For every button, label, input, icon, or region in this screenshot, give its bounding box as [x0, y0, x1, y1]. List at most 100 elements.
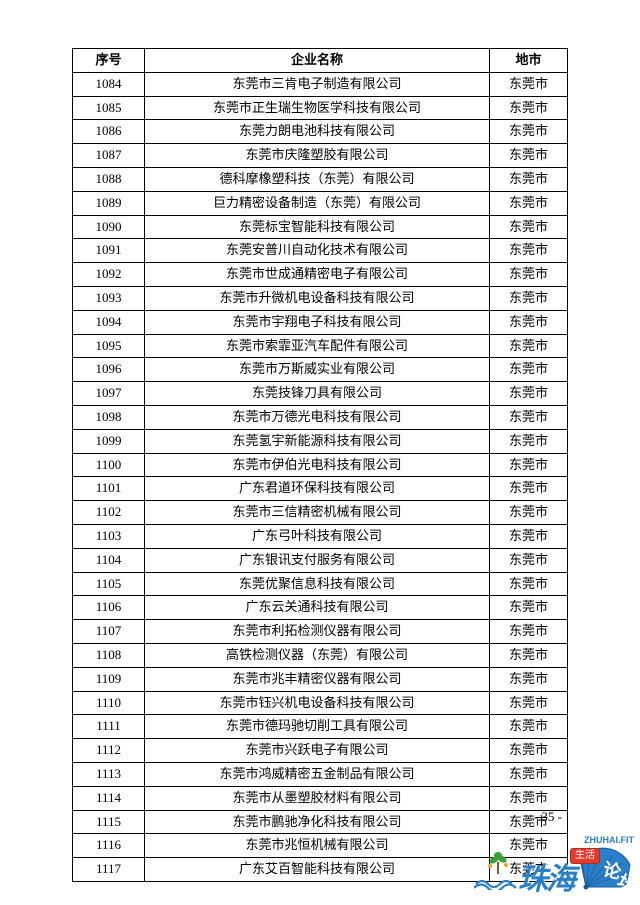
cell-name: 广东弓叶科技有限公司 [145, 524, 490, 548]
watermark-badge: 生活 [570, 848, 600, 864]
cell-name: 东莞标宝智能科技有限公司 [145, 215, 490, 239]
watermark-left: 珠海 [474, 850, 574, 895]
cell-name: 东莞市德玛驰切削工具有限公司 [145, 715, 490, 739]
table-row: 1102东莞市三信精密机械有限公司东莞市 [73, 501, 568, 525]
page-number: - 35 - [534, 809, 562, 825]
cell-name: 高铁检测仪器（东莞）有限公司 [145, 643, 490, 667]
table-row: 1099东莞氢宇新能源科技有限公司东莞市 [73, 429, 568, 453]
cell-city: 东莞市 [490, 548, 568, 572]
cell-seq: 1108 [73, 643, 145, 667]
cell-name: 广东银讯支付服务有限公司 [145, 548, 490, 572]
cell-name: 东莞市利拓检测仪器有限公司 [145, 620, 490, 644]
page-content: 序号 企业名称 地市 1084东莞市三肯电子制造有限公司东莞市1085东莞市正生… [0, 0, 640, 882]
table-row: 1113东莞市鸿威精密五金制品有限公司东莞市 [73, 762, 568, 786]
cell-seq: 1117 [73, 858, 145, 882]
table-row: 1084东莞市三肯电子制造有限公司东莞市 [73, 72, 568, 96]
cell-seq: 1109 [73, 667, 145, 691]
cell-name: 巨力精密设备制造（东莞）有限公司 [145, 191, 490, 215]
cell-seq: 1085 [73, 96, 145, 120]
cell-name: 东莞市宇翔电子科技有限公司 [145, 310, 490, 334]
cell-city: 东莞市 [490, 72, 568, 96]
table-row: 1086东莞力朗电池科技有限公司东莞市 [73, 120, 568, 144]
cell-city: 东莞市 [490, 263, 568, 287]
cell-seq: 1094 [73, 310, 145, 334]
cell-name: 广东艾百智能科技有限公司 [145, 858, 490, 882]
cell-seq: 1090 [73, 215, 145, 239]
cell-seq: 1112 [73, 739, 145, 763]
cell-seq: 1111 [73, 715, 145, 739]
table-row: 1104广东银讯支付服务有限公司东莞市 [73, 548, 568, 572]
cell-city: 东莞市 [490, 191, 568, 215]
cell-seq: 1096 [73, 358, 145, 382]
cell-city: 东莞市 [490, 405, 568, 429]
cell-city: 东莞市 [490, 429, 568, 453]
cell-seq: 1088 [73, 167, 145, 191]
cell-name: 东莞力朗电池科技有限公司 [145, 120, 490, 144]
cell-city: 东莞市 [490, 334, 568, 358]
header-city: 地市 [490, 49, 568, 73]
cell-city: 东莞市 [490, 524, 568, 548]
cell-city: 东莞市 [490, 762, 568, 786]
table-row: 1094东莞市宇翔电子科技有限公司东莞市 [73, 310, 568, 334]
cell-city: 东莞市 [490, 715, 568, 739]
cell-seq: 1099 [73, 429, 145, 453]
cell-city: 东莞市 [490, 477, 568, 501]
cell-name: 东莞市鹏驰净化科技有限公司 [145, 810, 490, 834]
table-row: 1085东莞市正生瑞生物医学科技有限公司东莞市 [73, 96, 568, 120]
cell-name: 东莞优聚信息科技有限公司 [145, 572, 490, 596]
cell-seq: 1106 [73, 596, 145, 620]
cell-name: 东莞市伊伯光电科技有限公司 [145, 453, 490, 477]
cell-name: 东莞市鸿威精密五金制品有限公司 [145, 762, 490, 786]
watermark-city-text: 珠海 [518, 865, 574, 895]
cell-city: 东莞市 [490, 382, 568, 406]
cell-name: 德科摩橡塑科技（东莞）有限公司 [145, 167, 490, 191]
cell-city: 东莞市 [490, 620, 568, 644]
table-row: 1111东莞市德玛驰切削工具有限公司东莞市 [73, 715, 568, 739]
cell-name: 东莞安普川自动化技术有限公司 [145, 239, 490, 263]
table-row: 1090东莞标宝智能科技有限公司东莞市 [73, 215, 568, 239]
cell-city: 东莞市 [490, 96, 568, 120]
cell-name: 东莞市兆丰精密仪器有限公司 [145, 667, 490, 691]
cell-city: 东莞市 [490, 596, 568, 620]
cell-city: 东莞市 [490, 643, 568, 667]
cell-city: 东莞市 [490, 358, 568, 382]
cell-name: 东莞市正生瑞生物医学科技有限公司 [145, 96, 490, 120]
table-row: 1095东莞市索霏亚汽车配件有限公司东莞市 [73, 334, 568, 358]
cell-city: 东莞市 [490, 215, 568, 239]
cell-seq: 1095 [73, 334, 145, 358]
cell-city: 东莞市 [490, 144, 568, 168]
table-row: 1089巨力精密设备制造（东莞）有限公司东莞市 [73, 191, 568, 215]
cell-city: 东莞市 [490, 167, 568, 191]
cell-seq: 1100 [73, 453, 145, 477]
table-row: 1115东莞市鹏驰净化科技有限公司东莞市 [73, 810, 568, 834]
cell-name: 东莞技锋刀具有限公司 [145, 382, 490, 406]
table-row: 1092东莞市世成通精密电子有限公司东莞市 [73, 263, 568, 287]
cell-city: 东莞市 [490, 310, 568, 334]
table-row: 1096东莞市万斯威实业有限公司东莞市 [73, 358, 568, 382]
cell-name: 东莞市兴跃电子有限公司 [145, 739, 490, 763]
cell-seq: 1084 [73, 72, 145, 96]
table-row: 1108高铁检测仪器（东莞）有限公司东莞市 [73, 643, 568, 667]
cell-name: 东莞市万斯威实业有限公司 [145, 358, 490, 382]
cell-name: 东莞市钰兴机电设备科技有限公司 [145, 691, 490, 715]
cell-name: 东莞市万德光电科技有限公司 [145, 405, 490, 429]
watermark-right: ZHUHAI.FIT 生活 论 坛 [578, 836, 634, 895]
table-row: 1103广东弓叶科技有限公司东莞市 [73, 524, 568, 548]
cell-name: 东莞市兆恒机械有限公司 [145, 834, 490, 858]
table-row: 1101广东君道环保科技有限公司东莞市 [73, 477, 568, 501]
cell-name: 广东云关通科技有限公司 [145, 596, 490, 620]
cell-name: 东莞氢宇新能源科技有限公司 [145, 429, 490, 453]
cell-seq: 1113 [73, 762, 145, 786]
cell-seq: 1086 [73, 120, 145, 144]
header-name: 企业名称 [145, 49, 490, 73]
cell-city: 东莞市 [490, 572, 568, 596]
cell-name: 东莞市三肯电子制造有限公司 [145, 72, 490, 96]
cell-seq: 1092 [73, 263, 145, 287]
table-row: 1097东莞技锋刀具有限公司东莞市 [73, 382, 568, 406]
table-row: 1105东莞优聚信息科技有限公司东莞市 [73, 572, 568, 596]
watermark-url: ZHUHAI.FIT [584, 836, 634, 845]
cell-seq: 1115 [73, 810, 145, 834]
cell-seq: 1089 [73, 191, 145, 215]
cell-city: 东莞市 [490, 667, 568, 691]
cell-name: 东莞市三信精密机械有限公司 [145, 501, 490, 525]
